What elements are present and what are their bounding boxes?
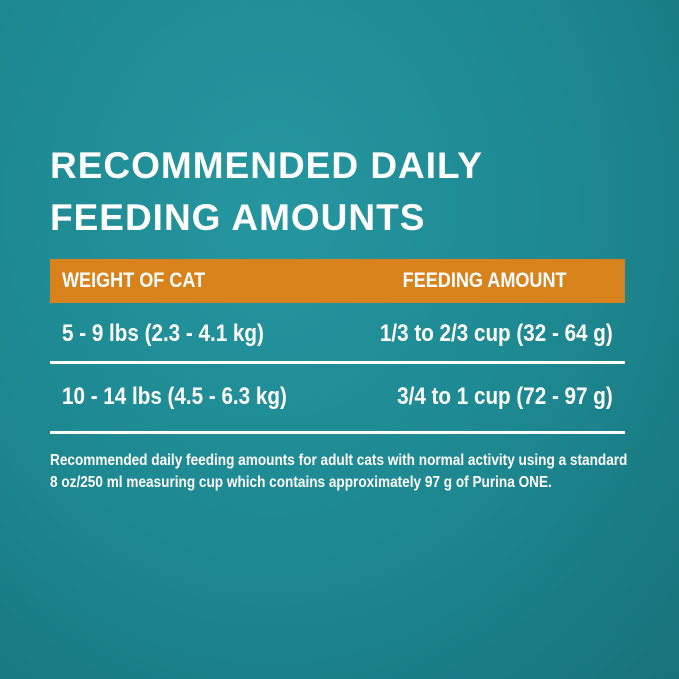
title-line-1: RECOMMENDED DAILY [50, 145, 483, 186]
header-feeding-amount: FEEDING AMOUNT [403, 269, 567, 292]
row-amount: 1/3 to 2/3 cup (32 - 64 g) [380, 320, 613, 347]
row-divider [50, 361, 625, 364]
table-header: WEIGHT OF CAT FEEDING AMOUNT [50, 259, 625, 303]
row-weight: 10 - 14 lbs (4.5 - 6.3 kg) [62, 383, 287, 410]
page-title: RECOMMENDED DAILY FEEDING AMOUNTS [50, 140, 483, 244]
table-row: 10 - 14 lbs (4.5 - 6.3 kg) 3/4 to 1 cup … [50, 371, 625, 429]
row-amount: 3/4 to 1 cup (72 - 97 g) [397, 383, 613, 410]
table-row: 5 - 9 lbs (2.3 - 4.1 kg) 1/3 to 2/3 cup … [50, 308, 625, 366]
row-divider [50, 431, 625, 434]
title-line-2: FEEDING AMOUNTS [50, 197, 426, 238]
footnote: Recommended daily feeding amounts for ad… [50, 452, 628, 491]
header-weight: WEIGHT OF CAT [62, 269, 206, 292]
row-weight: 5 - 9 lbs (2.3 - 4.1 kg) [62, 320, 264, 347]
